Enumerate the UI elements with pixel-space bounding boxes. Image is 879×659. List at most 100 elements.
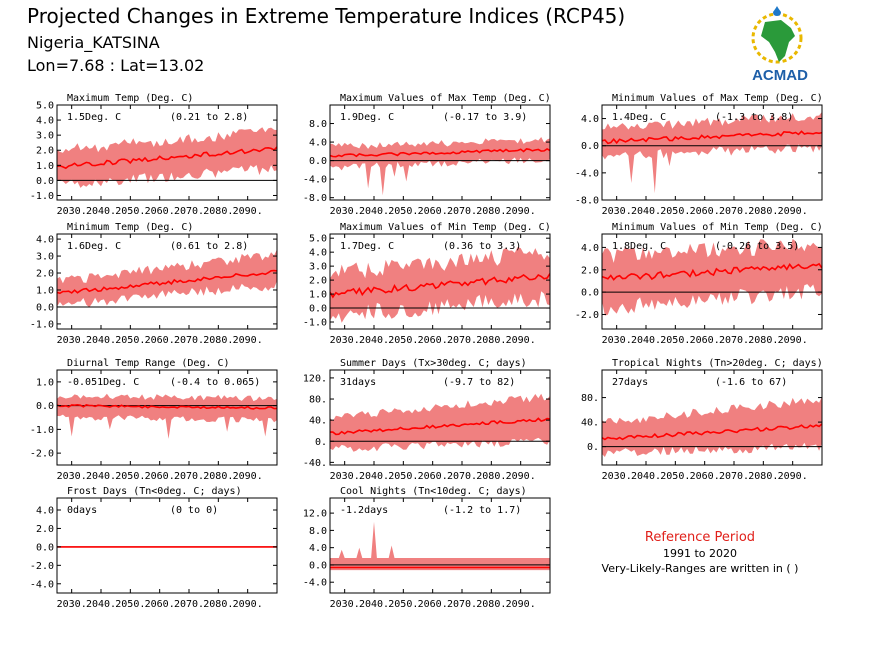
mean-line	[602, 423, 822, 441]
x-tick-label: 2060.	[145, 206, 175, 217]
chart-title: Maximum Values of Min Temp (Deg. C)	[340, 222, 551, 233]
mean-line	[330, 147, 550, 158]
y-tick-label: 0.	[315, 437, 327, 448]
y-tick-label: -1.0	[303, 318, 327, 329]
likely-range-label: (-9.7 to 82)	[443, 377, 515, 388]
y-tick-label: 0.	[587, 442, 599, 453]
x-tick-label: 2070.	[174, 471, 204, 482]
x-tick-label: 2090.	[778, 471, 808, 482]
likely-range-label: (-0.4 to 0.065)	[170, 377, 260, 388]
y-tick-label: -2.0	[575, 310, 599, 321]
x-tick-label: 2070.	[447, 599, 477, 610]
x-tick-label: 2050.	[660, 471, 690, 482]
x-tick-label: 2090.	[233, 335, 263, 346]
x-tick-label: 2040.	[631, 335, 661, 346]
x-tick-label: 2040.	[631, 471, 661, 482]
x-tick-label: 2090.	[233, 206, 263, 217]
plot-frame	[329, 369, 551, 466]
mean-line	[330, 417, 550, 436]
x-tick-label: 2080.	[203, 335, 233, 346]
chart-panel: -40. 0. 40. 80. 120. 2030. 2040. 2050. 2060. 2070…	[303, 358, 551, 482]
x-tick-label: 2070.	[719, 471, 749, 482]
chart-panel: -1.0 0.0 1.0 2.0 3.0 4.0 5.0 2030. 2040. 2050. 206…	[30, 93, 278, 217]
x-tick-label: 2040.	[359, 471, 389, 482]
x-tick-label: 2090.	[506, 471, 536, 482]
mean-change-label: 1.5Deg. C	[67, 112, 121, 123]
range-band	[602, 111, 822, 194]
plot-frame	[56, 497, 278, 594]
y-tick-label: 4.0	[309, 543, 327, 554]
chart-panel: -4.0 -2.0 0.0 2.0 4.0 2030. 2040. 2050. 2060. 207…	[30, 486, 278, 610]
mean-change-label: 27days	[612, 377, 648, 388]
x-tick-label: 2070.	[447, 206, 477, 217]
likely-range-label: (0.36 to 3.3)	[443, 241, 521, 252]
region-name: Nigeria_KATSINA	[27, 33, 160, 52]
x-tick-label: 2080.	[476, 599, 506, 610]
chart-panel: -4.0 0.0 4.0 8.0 12.0 2030. 2040. 2050. 2060. 207…	[303, 486, 551, 610]
plot-frame	[601, 233, 823, 330]
plot-frame	[56, 104, 278, 201]
x-tick-label: 2050.	[388, 599, 418, 610]
reference-period-years: 1991 to 2020	[662, 547, 738, 560]
x-tick-label: 2090.	[233, 471, 263, 482]
y-tick-label: 0.0	[36, 542, 54, 553]
x-tick-label: 2060.	[690, 335, 720, 346]
x-tick-label: 2080.	[748, 335, 778, 346]
x-tick-label: 2080.	[203, 471, 233, 482]
range-band	[330, 393, 550, 452]
x-tick-label: 2070.	[719, 206, 749, 217]
x-tick-label: 2050.	[388, 335, 418, 346]
range-band	[602, 396, 822, 457]
x-tick-label: 2050.	[115, 335, 145, 346]
likely-range-label: (-0.26 to 3.5)	[715, 241, 799, 252]
reference-period-title: Reference Period	[644, 530, 756, 545]
mean-change-label: 0days	[67, 505, 97, 516]
x-tick-label: 2050.	[388, 206, 418, 217]
mean-change-label: 1.8Deg. C	[612, 241, 666, 252]
likely-range-label: (0.61 to 2.8)	[170, 241, 248, 252]
x-tick-label: 2080.	[476, 206, 506, 217]
range-band	[57, 393, 277, 439]
y-tick-label: 0.0	[36, 401, 54, 412]
y-tick-label: 2.0	[309, 276, 327, 287]
x-tick-label: 2040.	[86, 335, 116, 346]
x-tick-label: 2060.	[418, 599, 448, 610]
y-tick-label: 80.	[581, 393, 599, 404]
mean-line	[57, 146, 277, 170]
y-tick-label: 0.0	[36, 302, 54, 313]
chart-title: Diurnal Temp Range (Deg. C)	[67, 358, 230, 369]
y-tick-label: 4.0	[581, 114, 599, 125]
range-band	[330, 137, 550, 196]
chart-title: Tropical Nights (Tn>20deg. C; days)	[612, 358, 823, 369]
x-tick-label: 2090.	[506, 335, 536, 346]
chart-title: Cool Nights (Tn<10deg. C; days)	[340, 486, 527, 497]
y-tick-label: 8.0	[309, 526, 327, 537]
range-band	[57, 249, 277, 308]
africa-map-logo-icon: ACMAD	[751, 6, 808, 84]
y-tick-label: -4.0	[303, 578, 327, 589]
likely-range-label: (-0.17 to 3.9)	[443, 112, 527, 123]
x-tick-label: 2040.	[359, 206, 389, 217]
x-tick-label: 2030.	[330, 471, 360, 482]
likely-range-label: (-1.6 to 67)	[715, 377, 787, 388]
y-tick-label: 0.0	[309, 560, 327, 571]
plot-frame	[329, 497, 551, 594]
x-tick-label: 2040.	[359, 599, 389, 610]
x-tick-label: 2080.	[203, 599, 233, 610]
y-tick-label: 80.	[309, 395, 327, 406]
x-tick-label: 2050.	[388, 471, 418, 482]
mean-line	[57, 269, 277, 295]
y-tick-label: 4.0	[36, 235, 54, 246]
y-tick-label: 5.0	[309, 234, 327, 245]
x-tick-label: 2080.	[476, 471, 506, 482]
x-tick-label: 2030.	[602, 335, 632, 346]
chart-title: Maximum Temp (Deg. C)	[67, 93, 193, 104]
mean-change-label: 1.4Deg. C	[612, 112, 666, 123]
x-tick-label: 2060.	[145, 471, 175, 482]
mean-change-label: -1.2days	[340, 505, 388, 516]
y-tick-label: 1.0	[36, 377, 54, 388]
plot-frame	[329, 104, 551, 201]
y-tick-label: 3.0	[36, 131, 54, 142]
